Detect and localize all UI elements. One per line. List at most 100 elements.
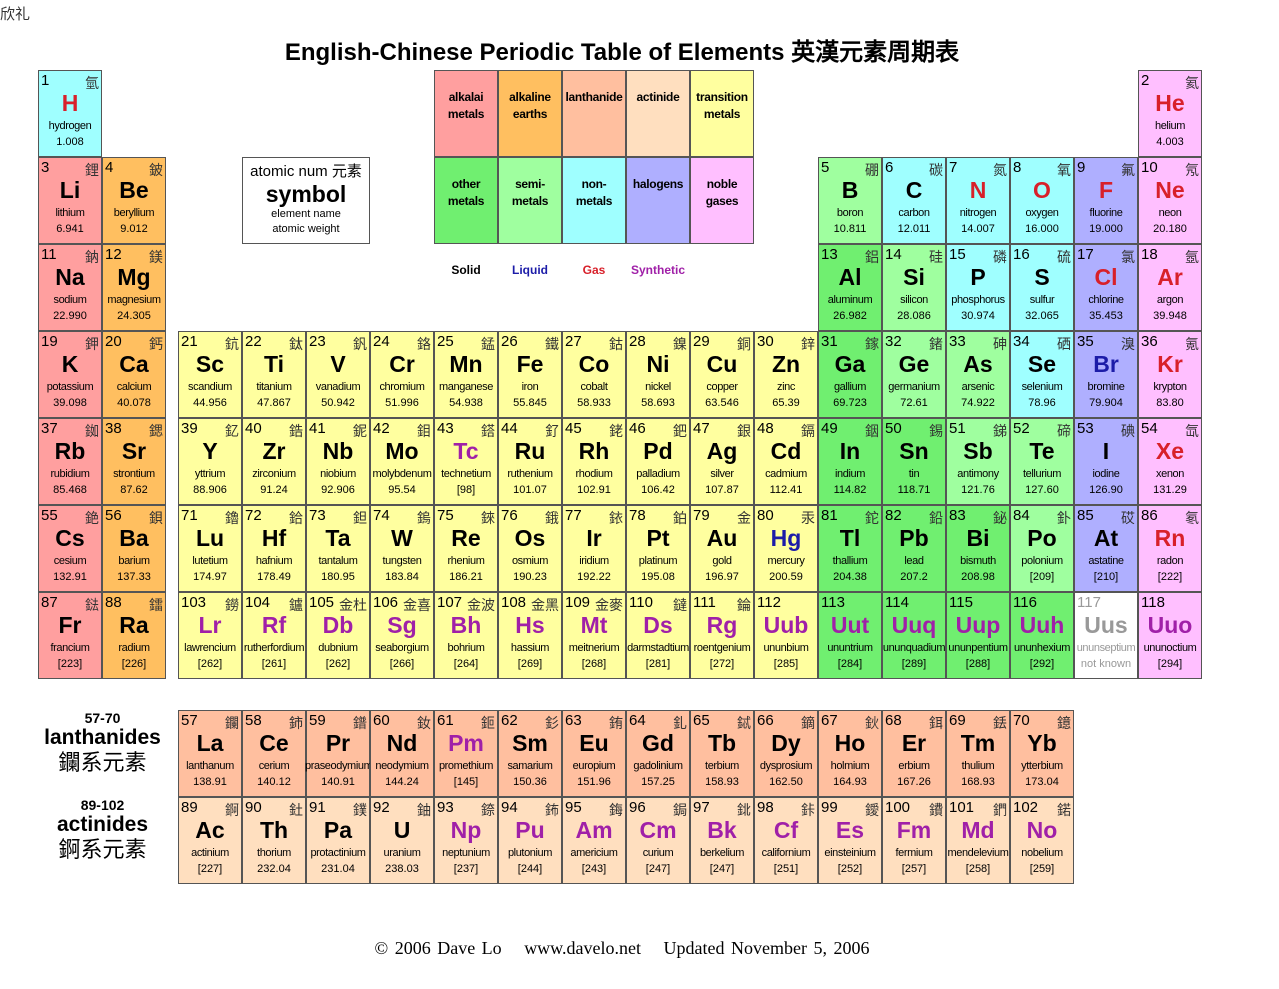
element-eu[interactable]: 63 銪 Eu europium 151.96 (562, 710, 626, 797)
element-uub[interactable]: 112 Uub ununbium [285] (754, 592, 818, 679)
element-cs[interactable]: 55 銫 Cs cesium 132.91 (38, 505, 102, 592)
element-uup[interactable]: 115 Uup ununpentium [288] (946, 592, 1010, 679)
element-cd[interactable]: 48 鎘 Cd cadmium 112.41 (754, 418, 818, 505)
element-ra[interactable]: 88 鐳 Ra radium [226] (102, 592, 166, 679)
element-pu[interactable]: 94 鈽 Pu plutonium [244] (498, 797, 562, 884)
element-dy[interactable]: 66 鏑 Dy dysprosium 162.50 (754, 710, 818, 797)
element-ba[interactable]: 56 鋇 Ba barium 137.33 (102, 505, 166, 592)
element-ne[interactable]: 10 氖 Ne neon 20.180 (1138, 157, 1202, 244)
element-lu[interactable]: 71 鑥 Lu lutetium 174.97 (178, 505, 242, 592)
element-uus[interactable]: 117 Uus ununseptium not known (1074, 592, 1138, 679)
element-pt[interactable]: 78 鉑 Pt platinum 195.08 (626, 505, 690, 592)
element-bi[interactable]: 83 鉍 Bi bismuth 208.98 (946, 505, 1010, 592)
element-sb[interactable]: 51 銻 Sb antimony 121.76 (946, 418, 1010, 505)
element-ta[interactable]: 73 鉭 Ta tantalum 180.95 (306, 505, 370, 592)
element-as[interactable]: 33 砷 As arsenic 74.922 (946, 331, 1010, 418)
element-bk[interactable]: 97 鉳 Bk berkelium [247] (690, 797, 754, 884)
element-nd[interactable]: 60 釹 Nd neodymium 144.24 (370, 710, 434, 797)
element-ds[interactable]: 110 鐽 Ds darmstadtium [281] (626, 592, 690, 679)
element-tm[interactable]: 69 銩 Tm thulium 168.93 (946, 710, 1010, 797)
element-gd[interactable]: 64 釓 Gd gadolinium 157.25 (626, 710, 690, 797)
element-pd[interactable]: 46 鈀 Pd palladium 106.42 (626, 418, 690, 505)
element-uuq[interactable]: 114 Uuq ununquadium [289] (882, 592, 946, 679)
element-sc[interactable]: 21 鈧 Sc scandium 44.956 (178, 331, 242, 418)
element-am[interactable]: 95 鋂 Am americium [243] (562, 797, 626, 884)
element-rf[interactable]: 104 鑪 Rf rutherfordium [261] (242, 592, 306, 679)
element-rb[interactable]: 37 銣 Rb rubidium 85.468 (38, 418, 102, 505)
element-at[interactable]: 85 砹 At astatine [210] (1074, 505, 1138, 592)
element-er[interactable]: 68 鉺 Er erbium 167.26 (882, 710, 946, 797)
element-pr[interactable]: 59 鐠 Pr praseodymium 140.91 (305, 710, 373, 797)
element-re[interactable]: 75 錸 Re rhenium 186.21 (434, 505, 498, 592)
element-fr[interactable]: 87 鍅 Fr francium [223] (38, 592, 102, 679)
element-pa[interactable]: 91 鏷 Pa protactinium 231.04 (306, 797, 370, 884)
element-mn[interactable]: 25 錳 Mn manganese 54.938 (434, 331, 498, 418)
element-cu[interactable]: 29 銅 Cu copper 63.546 (690, 331, 754, 418)
element-kr[interactable]: 36 氪 Kr krypton 83.80 (1138, 331, 1202, 418)
element-au[interactable]: 79 金 Au gold 196.97 (690, 505, 754, 592)
element-rn[interactable]: 86 氡 Rn radon [222] (1138, 505, 1202, 592)
element-zr[interactable]: 40 鋯 Zr zirconium 91.24 (242, 418, 306, 505)
element-db[interactable]: 105 金杜 Db dubnium [262] (306, 592, 370, 679)
element-hg[interactable]: 80 汞 Hg mercury 200.59 (754, 505, 818, 592)
element-ca[interactable]: 20 鈣 Ca calcium 40.078 (102, 331, 166, 418)
element-ti[interactable]: 22 鈦 Ti titanium 47.867 (242, 331, 306, 418)
element-po[interactable]: 84 釙 Po polonium [209] (1010, 505, 1074, 592)
footer-website[interactable]: www.davelo.net (524, 938, 641, 958)
element-sr[interactable]: 38 鍶 Sr strontium 87.62 (102, 418, 166, 505)
element-sn[interactable]: 50 錫 Sn tin 118.71 (882, 418, 946, 505)
element-ge[interactable]: 32 鍺 Ge germanium 72.61 (882, 331, 946, 418)
element-co[interactable]: 27 鈷 Co cobalt 58.933 (562, 331, 626, 418)
element-cl[interactable]: 17 氯 Cl chlorine 35.453 (1074, 244, 1138, 331)
element-ac[interactable]: 89 錒 Ac actinium [227] (178, 797, 242, 884)
element-sm[interactable]: 62 釤 Sm samarium 150.36 (498, 710, 562, 797)
element-mg[interactable]: 12 鎂 Mg magnesium 24.305 (102, 244, 166, 331)
element-uut[interactable]: 113 Uut ununtrium [284] (818, 592, 882, 679)
element-rh[interactable]: 45 銠 Rh rhodium 102.91 (562, 418, 626, 505)
element-ar[interactable]: 18 氬 Ar argon 39.948 (1138, 244, 1202, 331)
element-si[interactable]: 14 硅 Si silicon 28.086 (882, 244, 946, 331)
element-la[interactable]: 57 鑭 La lanthanum 138.91 (178, 710, 242, 797)
element-be[interactable]: 4 鈹 Be beryllium 9.012 (102, 157, 166, 244)
element-se[interactable]: 34 硒 Se selenium 78.96 (1010, 331, 1074, 418)
element-in[interactable]: 49 銦 In indium 114.82 (818, 418, 882, 505)
element-sg[interactable]: 106 金喜 Sg seaborgium [266] (370, 592, 434, 679)
element-he[interactable]: 2 氦 He helium 4.003 (1138, 70, 1202, 157)
element-mt[interactable]: 109 金麥 Mt meitnerium [268] (562, 592, 626, 679)
element-os[interactable]: 76 鋨 Os osmium 190.23 (498, 505, 562, 592)
element-tl[interactable]: 81 鉈 Tl thallium 204.38 (818, 505, 882, 592)
element-pm[interactable]: 61 鉕 Pm promethium [145] (434, 710, 498, 797)
element-al[interactable]: 13 鋁 Al aluminum 26.982 (818, 244, 882, 331)
element-tb[interactable]: 65 鋱 Tb terbium 158.93 (690, 710, 754, 797)
element-cf[interactable]: 98 鉲 Cf californium [251] (754, 797, 818, 884)
element-xe[interactable]: 54 氙 Xe xenon 131.29 (1138, 418, 1202, 505)
element-ag[interactable]: 47 銀 Ag silver 107.87 (690, 418, 754, 505)
element-ga[interactable]: 31 鎵 Ga gallium 69.723 (818, 331, 882, 418)
element-fm[interactable]: 100 鐨 Fm fermium [257] (882, 797, 946, 884)
element-th[interactable]: 90 釷 Th thorium 232.04 (242, 797, 306, 884)
element-ru[interactable]: 44 釕 Ru ruthenium 101.07 (498, 418, 562, 505)
element-pb[interactable]: 82 鉛 Pb lead 207.2 (882, 505, 946, 592)
element-mo[interactable]: 42 鉬 Mo molybdenum 95.54 (370, 418, 434, 505)
element-rg[interactable]: 111 錀 Rg roentgenium [272] (690, 592, 754, 679)
element-uuh[interactable]: 116 Uuh ununhexium [292] (1010, 592, 1074, 679)
element-na[interactable]: 11 鈉 Na sodium 22.990 (38, 244, 102, 331)
element-nb[interactable]: 41 鈮 Nb niobium 92.906 (306, 418, 370, 505)
element-uuo[interactable]: 118 Uuo ununoctium [294] (1138, 592, 1202, 679)
element-hs[interactable]: 108 金黑 Hs hassium [269] (498, 592, 562, 679)
element-ni[interactable]: 28 鎳 Ni nickel 58.693 (626, 331, 690, 418)
element-yb[interactable]: 70 鐿 Yb ytterbium 173.04 (1010, 710, 1074, 797)
